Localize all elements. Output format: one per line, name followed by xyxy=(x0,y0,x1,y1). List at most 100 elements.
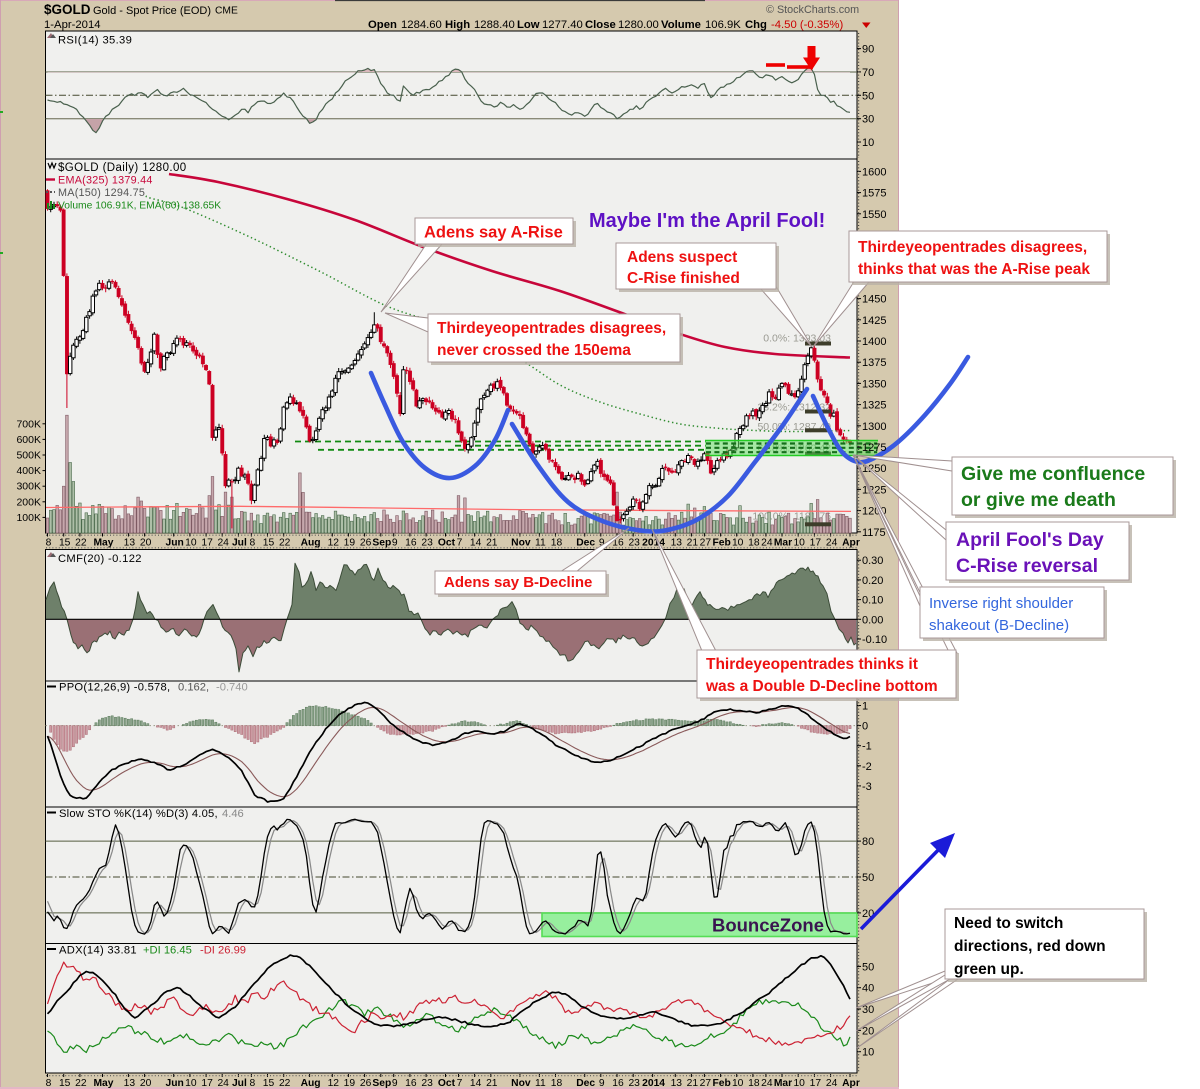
svg-text:21: 21 xyxy=(687,1078,699,1089)
svg-text:0.30: 0.30 xyxy=(862,555,883,567)
svg-text:April Fool's Day: April Fool's Day xyxy=(956,529,1104,551)
svg-text:Mar: Mar xyxy=(774,538,792,549)
svg-text:17: 17 xyxy=(201,538,213,549)
svg-text:9: 9 xyxy=(392,1078,398,1089)
svg-text:Jun: Jun xyxy=(166,538,184,549)
svg-text:13: 13 xyxy=(124,538,136,549)
svg-text:20: 20 xyxy=(140,538,152,549)
svg-text:17: 17 xyxy=(810,538,822,549)
svg-text:18: 18 xyxy=(748,1078,760,1089)
svg-text:0.20: 0.20 xyxy=(862,575,883,587)
svg-text:30: 30 xyxy=(862,114,874,126)
svg-text:22: 22 xyxy=(279,538,291,549)
svg-text:Dec: Dec xyxy=(576,538,595,549)
svg-text:Jun: Jun xyxy=(166,1078,184,1089)
svg-text:30: 30 xyxy=(862,1004,874,1016)
svg-text:16: 16 xyxy=(405,1078,417,1089)
svg-text:11: 11 xyxy=(535,1078,546,1089)
svg-text:Need to switch: Need to switch xyxy=(954,915,1063,932)
svg-text:1250: 1250 xyxy=(862,463,886,475)
svg-text:600K: 600K xyxy=(16,434,41,446)
svg-text:1275: 1275 xyxy=(862,442,886,454)
svg-text:10: 10 xyxy=(793,538,805,549)
svg-text:11: 11 xyxy=(535,538,546,549)
svg-text:1280.00: 1280.00 xyxy=(618,19,659,31)
svg-text:Feb: Feb xyxy=(712,538,730,549)
svg-text:19: 19 xyxy=(344,1078,356,1089)
svg-text:24: 24 xyxy=(217,538,229,549)
svg-text:70: 70 xyxy=(862,67,874,79)
svg-text:1277.40: 1277.40 xyxy=(542,19,583,31)
svg-text:-DI 26.99: -DI 26.99 xyxy=(200,945,246,957)
svg-text:12: 12 xyxy=(328,538,340,549)
svg-text:May: May xyxy=(93,1078,113,1089)
svg-text:-1: -1 xyxy=(862,741,872,753)
svg-text:0.10: 0.10 xyxy=(862,595,883,607)
svg-text:Maybe I'm the April Fool!: Maybe I'm the April Fool! xyxy=(589,210,825,232)
svg-text:22: 22 xyxy=(75,1078,87,1089)
svg-text:$GOLD: $GOLD xyxy=(44,2,91,17)
svg-text:Gold - Spot Price (EOD): Gold - Spot Price (EOD) xyxy=(93,5,211,17)
svg-text:Sep: Sep xyxy=(372,1078,391,1089)
svg-text:50: 50 xyxy=(862,90,874,102)
svg-text:Aug: Aug xyxy=(301,538,321,549)
svg-text:400K: 400K xyxy=(16,465,41,477)
svg-text:Jul: Jul xyxy=(232,1078,247,1089)
svg-text:21: 21 xyxy=(687,538,699,549)
svg-text:1175: 1175 xyxy=(862,527,886,539)
svg-text:Sep: Sep xyxy=(372,538,391,549)
svg-text:26: 26 xyxy=(360,538,372,549)
svg-text:CME: CME xyxy=(215,6,238,17)
svg-text:-0.10: -0.10 xyxy=(862,634,887,646)
svg-text:1325: 1325 xyxy=(862,400,886,412)
svg-text:1-Apr-2014: 1-Apr-2014 xyxy=(44,19,101,31)
svg-text:-2: -2 xyxy=(862,761,872,773)
svg-text:Nov: Nov xyxy=(511,1078,531,1089)
svg-text:-3: -3 xyxy=(862,781,872,793)
svg-text:Nov: Nov xyxy=(511,538,531,549)
svg-text:10: 10 xyxy=(862,137,874,149)
svg-text:Low: Low xyxy=(517,19,540,31)
svg-text:10: 10 xyxy=(793,1078,805,1089)
svg-text:Thirdeyeopentrades disagrees,: Thirdeyeopentrades disagrees, xyxy=(858,239,1087,256)
svg-text:2014: 2014 xyxy=(642,538,665,549)
svg-text:22: 22 xyxy=(75,538,87,549)
svg-text:23: 23 xyxy=(421,1078,433,1089)
svg-text:15: 15 xyxy=(59,538,71,549)
svg-text:shakeout (B-Decline): shakeout (B-Decline) xyxy=(929,617,1069,634)
svg-text:10: 10 xyxy=(732,538,744,549)
svg-text:200K: 200K xyxy=(16,496,41,508)
svg-text:14: 14 xyxy=(470,538,482,549)
svg-text:17: 17 xyxy=(201,1078,213,1089)
svg-text:1400: 1400 xyxy=(862,336,886,348)
svg-text:27: 27 xyxy=(700,1078,712,1089)
svg-text:1350: 1350 xyxy=(862,378,886,390)
svg-text:500K: 500K xyxy=(16,450,41,462)
svg-text:10: 10 xyxy=(185,538,197,549)
svg-text:16: 16 xyxy=(612,1078,624,1089)
svg-text:17: 17 xyxy=(810,1078,822,1089)
svg-text:24: 24 xyxy=(217,1078,229,1089)
svg-text:1450: 1450 xyxy=(862,294,886,306)
svg-text:18: 18 xyxy=(551,538,563,549)
svg-text:2014: 2014 xyxy=(642,1078,665,1089)
svg-text:BounceZone: BounceZone xyxy=(712,915,824,936)
svg-text:16: 16 xyxy=(405,538,417,549)
svg-text:+DI 16.45: +DI 16.45 xyxy=(143,945,192,957)
svg-text:1375: 1375 xyxy=(862,357,886,369)
svg-text:MA(150) 1294.75: MA(150) 1294.75 xyxy=(58,187,145,199)
svg-text:1600: 1600 xyxy=(862,166,886,178)
svg-text:Inverse right shoulder: Inverse right shoulder xyxy=(929,595,1073,612)
svg-text:8: 8 xyxy=(250,538,256,549)
svg-text:40: 40 xyxy=(862,983,874,995)
svg-text:Oct: Oct xyxy=(438,538,456,549)
svg-text:0.162,: 0.162, xyxy=(178,682,209,694)
svg-text:Open: Open xyxy=(368,19,397,31)
svg-text:1288.40: 1288.40 xyxy=(474,19,515,31)
svg-text:Aug: Aug xyxy=(301,1078,321,1089)
svg-text:May: May xyxy=(93,538,113,549)
svg-text:4.46: 4.46 xyxy=(222,808,244,820)
svg-text:300K: 300K xyxy=(16,481,41,493)
svg-text:1550: 1550 xyxy=(862,209,886,221)
svg-text:-0.740: -0.740 xyxy=(216,682,248,694)
